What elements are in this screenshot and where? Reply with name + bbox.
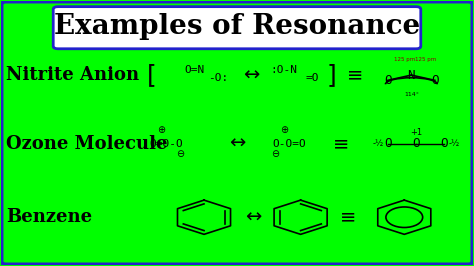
Text: O-O=O: O-O=O: [272, 139, 306, 148]
Text: O: O: [412, 137, 420, 150]
Text: 125 pm: 125 pm: [415, 57, 436, 62]
Text: :O-N: :O-N: [271, 65, 298, 75]
Text: O=N: O=N: [184, 65, 205, 75]
Text: =O: =O: [306, 73, 319, 83]
Text: ↔: ↔: [229, 134, 245, 153]
Text: ⊕: ⊕: [157, 125, 166, 135]
Text: 114°: 114°: [404, 92, 419, 97]
Text: Benzene: Benzene: [6, 208, 92, 226]
Text: ≡: ≡: [346, 66, 363, 85]
Text: ⊖: ⊖: [271, 149, 279, 159]
Text: ≡: ≡: [339, 208, 356, 227]
Text: ]: ]: [327, 63, 336, 87]
Text: N: N: [408, 69, 415, 82]
Text: ⊖: ⊖: [176, 149, 184, 159]
Text: -½: -½: [448, 139, 459, 148]
Text: -½: -½: [373, 139, 384, 148]
Text: O: O: [384, 137, 392, 150]
FancyBboxPatch shape: [53, 7, 421, 49]
Text: 125 pm: 125 pm: [394, 57, 415, 62]
Text: [: [: [147, 63, 157, 87]
Text: O: O: [441, 137, 448, 150]
Text: ↔: ↔: [243, 66, 259, 85]
Text: Examples of Resonance: Examples of Resonance: [54, 13, 420, 40]
Text: +1: +1: [410, 128, 422, 138]
Text: ↔: ↔: [246, 208, 262, 227]
Text: O: O: [431, 74, 438, 87]
Text: Nitrite Anion: Nitrite Anion: [6, 66, 139, 84]
Text: Ozone Molecule: Ozone Molecule: [6, 135, 168, 152]
Text: ≡: ≡: [332, 134, 349, 153]
Text: O=O-O: O=O-O: [149, 139, 183, 148]
Text: ⊕: ⊕: [280, 125, 288, 135]
Text: O: O: [384, 74, 392, 87]
Text: -O:: -O:: [208, 73, 228, 83]
